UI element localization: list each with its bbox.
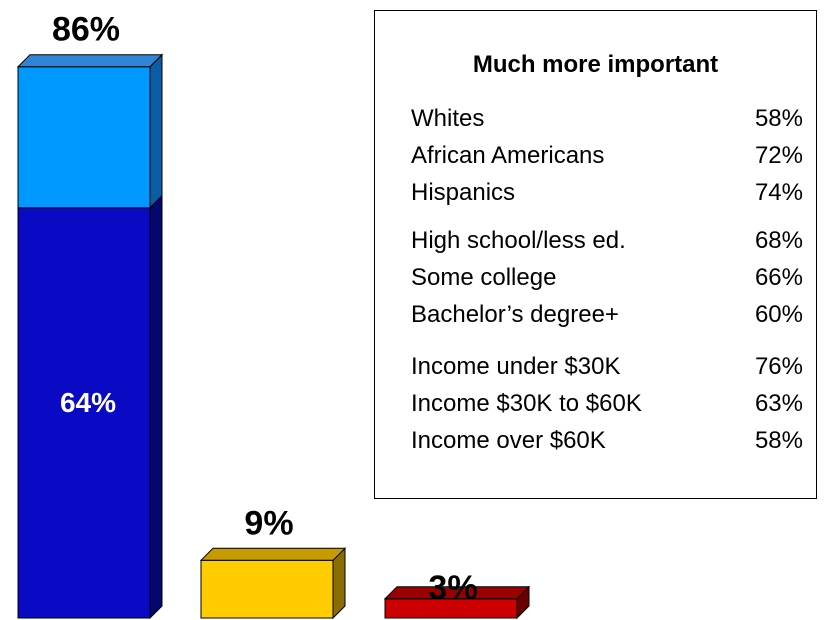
row-value: 58% xyxy=(754,427,803,454)
breakdown-row: Whites 58% xyxy=(411,105,803,137)
bar-segment-top xyxy=(383,586,531,600)
panel-title: Much more important xyxy=(472,51,719,78)
bar-segment-top xyxy=(199,547,347,561)
breakdown-row: Bachelor’s degree+ 60% xyxy=(411,301,803,333)
breakdown-row: African Americans 72% xyxy=(411,142,803,174)
bar-segment-side xyxy=(149,53,163,209)
row-label: Income $30K to $60K xyxy=(411,390,642,417)
bar-segment xyxy=(17,207,151,619)
bar-segment xyxy=(200,559,334,619)
row-label: Whites xyxy=(411,105,485,132)
breakdown-panel: Much more important Whites 58% African A… xyxy=(374,10,817,499)
row-label: Income under $30K xyxy=(411,353,621,380)
bar-total-label: 3% xyxy=(428,569,477,607)
row-label: High school/less ed. xyxy=(411,227,626,254)
bar-total-label: 86% xyxy=(52,11,120,49)
breakdown-row: Some college 66% xyxy=(411,264,803,296)
row-label: Income over $60K xyxy=(411,427,606,454)
row-value: 76% xyxy=(754,353,803,380)
row-value: 72% xyxy=(754,142,803,169)
breakdown-row: Income $30K to $60K 63% xyxy=(411,390,803,422)
row-label: Bachelor’s degree+ xyxy=(411,301,619,328)
row-value: 74% xyxy=(754,179,803,206)
row-value: 66% xyxy=(754,264,803,291)
breakdown-row: Hispanics 74% xyxy=(411,179,803,211)
row-label: Some college xyxy=(411,264,557,291)
bar-segment xyxy=(17,66,151,209)
row-label: Hispanics xyxy=(411,179,516,206)
bar-total-label: 9% xyxy=(244,504,293,542)
row-value: 60% xyxy=(754,301,803,328)
segment-value-label: 64% xyxy=(60,387,116,418)
breakdown-row: Income under $30K 76% xyxy=(411,353,803,385)
row-value: 68% xyxy=(754,227,803,254)
row-value: 58% xyxy=(754,105,803,132)
breakdown-row: Income over $60K 58% xyxy=(411,427,803,459)
bar-segment-side xyxy=(149,194,163,620)
row-label: African Americans xyxy=(411,142,605,169)
bar-segment-top xyxy=(16,54,164,68)
row-value: 63% xyxy=(754,390,803,417)
breakdown-row: High school/less ed. 68% xyxy=(411,227,803,259)
